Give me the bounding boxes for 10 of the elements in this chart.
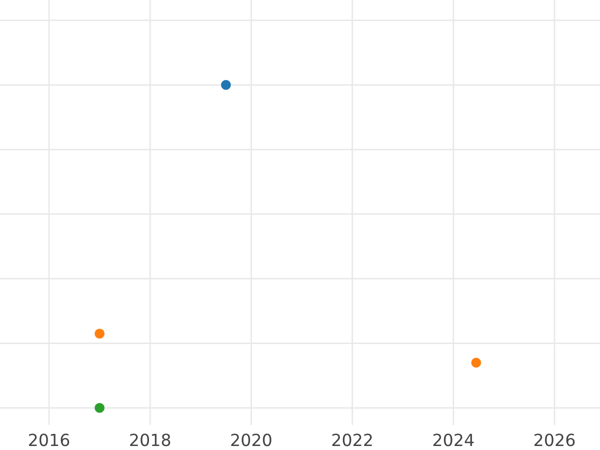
- point: [94, 402, 104, 413]
- x-tick-label: 2018: [130, 434, 170, 446]
- point: [471, 358, 482, 368]
- x-tick-label: 2020: [231, 434, 272, 446]
- point: [94, 328, 104, 339]
- x-tick-label: 2022: [332, 434, 372, 446]
- x-tick-label: 2026: [534, 434, 575, 446]
- x-tick-label: 2024: [433, 434, 474, 446]
- point: [221, 80, 231, 90]
- x-tick-label: 2016: [29, 434, 70, 446]
